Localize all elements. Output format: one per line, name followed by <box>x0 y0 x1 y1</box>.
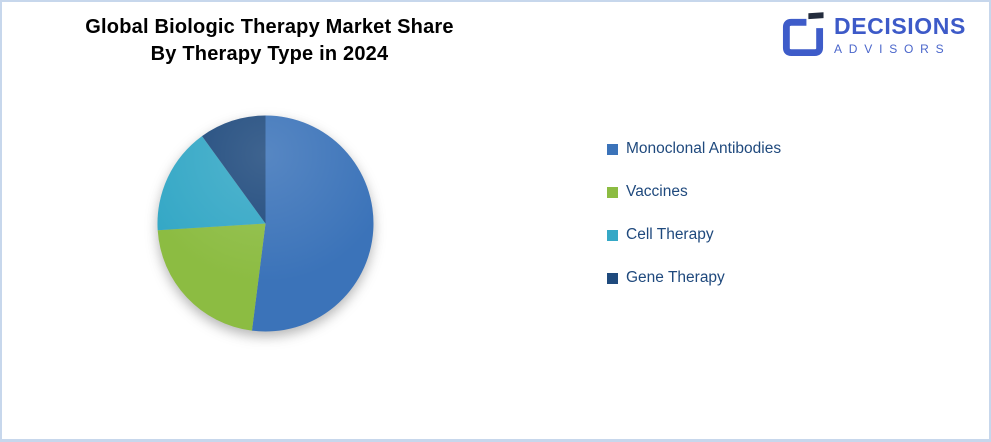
legend-item: Vaccines <box>607 181 781 203</box>
logo-subname: ADVISORS <box>834 42 951 56</box>
decisions-advisors-logo-icon <box>782 12 824 57</box>
logo-name: DECISIONS <box>834 13 966 39</box>
chart-title-line1: Global Biologic Therapy Market Share <box>85 16 454 38</box>
legend-label: Monoclonal Antibodies <box>626 140 782 157</box>
pie-sheen-overlay <box>157 115 374 332</box>
chart-legend: Monoclonal Antibodies Vaccines Cell Ther… <box>607 138 781 289</box>
chart-title-line2: By Therapy Type in 2024 <box>150 43 389 65</box>
legend-item: Cell Therapy <box>607 224 781 246</box>
legend-item: Monoclonal Antibodies <box>607 138 781 160</box>
legend-label: Gene Therapy <box>626 269 725 286</box>
decisions-advisors-logo: DECISIONS ADVISORS <box>781 11 966 60</box>
legend-label: Vaccines <box>626 183 688 200</box>
legend-marker-icon <box>607 229 618 241</box>
legend-label: Cell Therapy <box>626 226 714 243</box>
chart-title: Global Biologic Therapy Market Share By … <box>12 14 527 68</box>
pie-chart <box>157 115 374 332</box>
legend-item: Gene Therapy <box>607 267 781 289</box>
logo-wordmark: DECISIONS ADVISORS <box>834 11 966 56</box>
legend-marker-icon <box>607 272 618 284</box>
legend-marker-icon <box>607 186 618 198</box>
legend-marker-icon <box>607 143 618 155</box>
